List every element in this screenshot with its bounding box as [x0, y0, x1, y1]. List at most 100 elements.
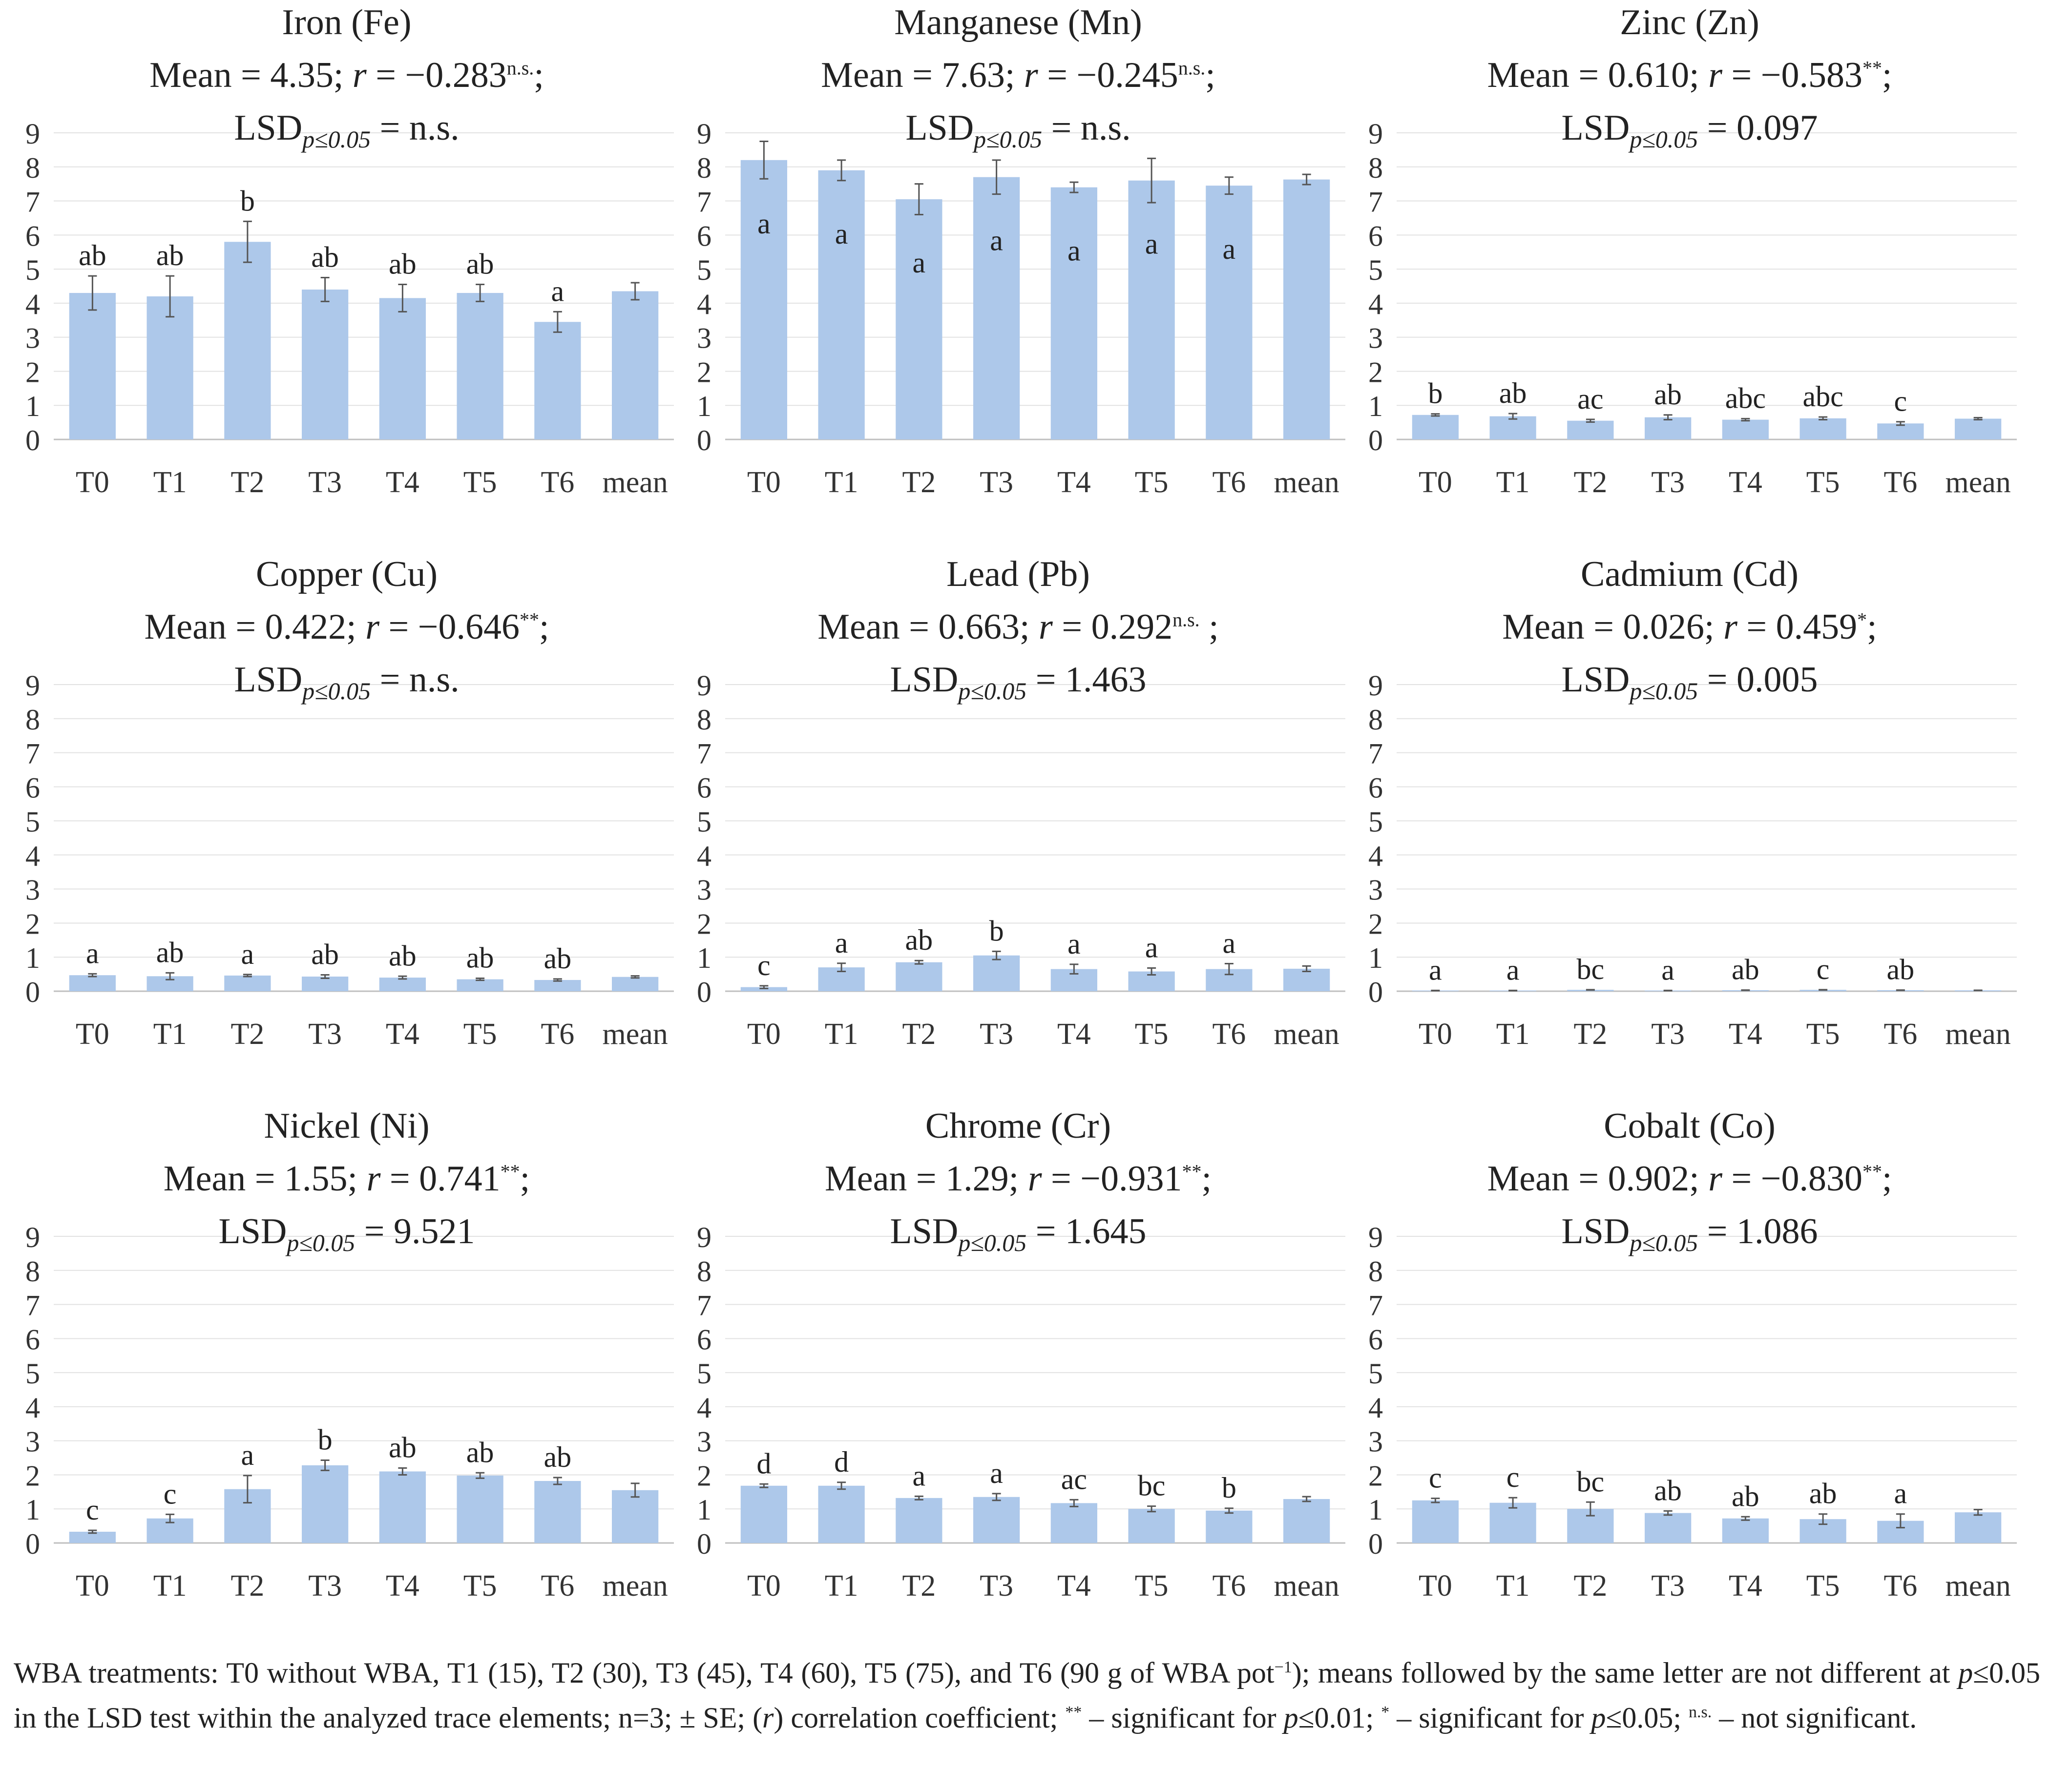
r-value: = 0.741: [380, 1159, 501, 1199]
error-bar: [992, 950, 1001, 960]
y-tick-label: 5: [1368, 254, 1383, 286]
chart-stats-line: Mean = 0.663; r = 0.292n.s. ;: [681, 604, 1355, 649]
x-tick-label: T5: [463, 1569, 497, 1603]
significance-letter: a: [990, 225, 1003, 257]
error-bar: [1302, 1496, 1311, 1502]
r-suffix: ;: [1205, 55, 1215, 95]
chart-grid: 0 1 2 3 4 5 6 7 8 9 ab T0 ab T1 b T2 ab T3 ab T4 ab T5 a T6 mean…: [10, 2, 2027, 1603]
y-tick-label: 5: [1368, 806, 1383, 838]
lsd-value: = 1.645: [1026, 1211, 1147, 1251]
error-bar: [1819, 416, 1828, 421]
error-bar: [630, 282, 640, 301]
error-bar: [1224, 962, 1234, 976]
error-bar: [243, 1475, 252, 1504]
bar-t6: [534, 1481, 581, 1543]
error-bar: [1302, 173, 1311, 186]
significance-letter: a: [1223, 233, 1236, 265]
error-bar: [837, 159, 846, 182]
error-bar: [630, 975, 640, 979]
x-tick-label: T4: [386, 1569, 419, 1603]
significance-letter: a: [1506, 954, 1520, 986]
x-tick-label: T1: [1496, 1569, 1530, 1603]
x-tick-label: T3: [1651, 1018, 1685, 1051]
r-suffix: ;: [1882, 1159, 1892, 1199]
significance-letter: a: [913, 247, 926, 279]
chart-lsd-line: LSDp≤0.05 = 9.521: [10, 1209, 684, 1255]
y-tick-label: 3: [1368, 874, 1383, 906]
error-bar: [1147, 967, 1156, 976]
mean-label: Mean = 0.026;: [1502, 607, 1715, 647]
x-tick-label: T0: [1419, 1569, 1452, 1603]
error-bar: [398, 975, 407, 980]
r-label: r: [352, 55, 367, 95]
x-tick-label: T4: [386, 1018, 419, 1051]
error-bar: [1508, 1497, 1518, 1509]
significance-letter: a: [1145, 932, 1158, 964]
y-tick-label: 2: [1368, 908, 1383, 940]
significance-letter: a: [1067, 928, 1081, 960]
error-bar: [630, 1482, 640, 1498]
y-tick-label: 2: [25, 1459, 40, 1492]
bar-mean: [1955, 1512, 2002, 1543]
r-value: = 0.292: [1052, 607, 1173, 647]
significance-letter: a: [1429, 954, 1442, 986]
lsd-subscript: p≤0.05: [958, 1229, 1026, 1256]
error-bar: [1224, 1507, 1234, 1514]
chart-stats-line: Mean = 1.29; r = −0.931**;: [681, 1156, 1355, 1201]
mean-label: Mean = 0.902;: [1487, 1159, 1699, 1199]
r-significance: **: [1182, 1160, 1202, 1183]
x-tick-label: T2: [230, 1018, 264, 1051]
chart-lsd-line: LSDp≤0.05 = n.s.: [10, 105, 684, 151]
x-tick-label: T3: [980, 1569, 1013, 1603]
x-tick-label: T2: [230, 1569, 264, 1603]
y-tick-label: 6: [1368, 771, 1383, 804]
footnote-text-1: WBA treatments: T0 without WBA, T1 (15),…: [14, 1657, 1275, 1689]
y-tick-label: 3: [697, 1426, 711, 1458]
error-bar: [1896, 1513, 1905, 1529]
bar-t3: [973, 1497, 1020, 1543]
x-tick-label: T5: [1806, 1569, 1840, 1603]
bar-t1: [1489, 1502, 1536, 1543]
y-tick-label: 3: [697, 322, 711, 354]
y-tick-label: 4: [25, 1392, 40, 1424]
footnote-pot-exponent: −1: [1274, 1658, 1292, 1676]
y-tick-label: 8: [697, 152, 711, 184]
error-bar: [1508, 413, 1518, 420]
chart-stats-line: Mean = 0.422; r = −0.646**;: [10, 604, 684, 649]
y-tick-label: 2: [697, 1459, 711, 1492]
error-bar: [553, 311, 562, 333]
y-tick-label: 8: [1368, 1255, 1383, 1288]
y-tick-label: 2: [697, 908, 711, 940]
y-tick-label: 7: [697, 1290, 711, 1322]
chart-lsd-line: LSDp≤0.05 = 1.645: [681, 1209, 1355, 1256]
x-tick-label: T1: [825, 1569, 858, 1603]
mean-label: Mean = 0.422;: [144, 607, 356, 647]
significance-letter: a: [835, 218, 848, 250]
r-significance: **: [1862, 1160, 1882, 1183]
r-significance: n.s.: [1172, 608, 1200, 631]
x-tick-label: T6: [1212, 466, 1246, 499]
r-value: = −0.931: [1042, 1159, 1182, 1199]
lsd-subscript-text: p≤0.05: [1630, 1229, 1698, 1256]
error-bar: [398, 1467, 407, 1476]
x-tick-label: T6: [1883, 466, 1917, 499]
error-bar: [837, 962, 846, 973]
error-bar: [1896, 989, 1905, 991]
chart-stats-line: Mean = 0.610; r = −0.583**;: [1353, 53, 2027, 98]
y-tick-label: 6: [1368, 220, 1383, 252]
x-tick-label: T4: [1057, 466, 1091, 499]
error-bar: [914, 183, 923, 215]
error-bar: [320, 974, 330, 979]
bar-t4: [1050, 187, 1097, 440]
error-bar: [88, 1529, 97, 1534]
y-tick-label: 5: [697, 254, 711, 286]
error-bar: [1431, 413, 1440, 417]
significance-letter: b: [1428, 377, 1443, 410]
y-tick-label: 7: [1368, 738, 1383, 770]
x-tick-label: T0: [1419, 1018, 1452, 1051]
